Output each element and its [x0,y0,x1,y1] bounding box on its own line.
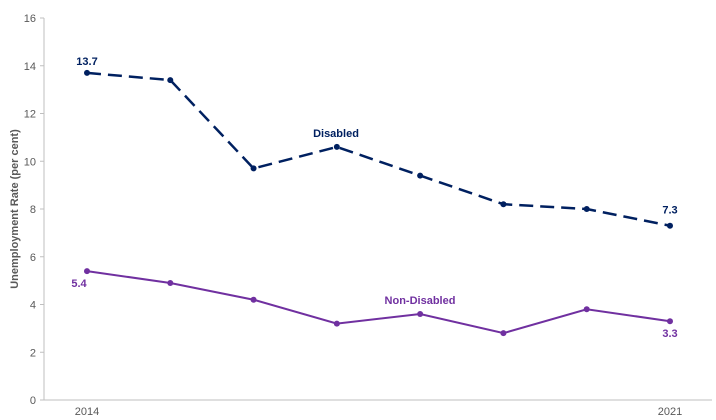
data-point [84,69,90,76]
data-point [500,201,507,208]
data-point [250,296,257,303]
data-point [333,320,340,327]
y-tick-label: 0 [30,395,36,407]
series-non-disabled: Non-Disabled 5.4 3.3 [71,268,678,340]
y-tick-label: 8 [30,204,36,216]
y-axis: 0 2 4 6 8 10 12 14 16 [24,13,45,407]
data-point [583,306,590,313]
data-point [167,280,174,287]
x-tick-label: 2014 [75,406,99,418]
data-point [250,165,257,172]
data-point [417,172,424,179]
x-axis: 2014 2021 [44,399,712,418]
y-tick-label: 6 [30,252,36,264]
series-disabled: Disabled 13.7 7.3 [76,56,678,229]
data-point [667,318,673,325]
series-line [86,270,671,335]
data-point [417,311,424,318]
data-point [583,206,590,212]
y-tick-label: 4 [30,300,36,312]
data-point [500,330,507,337]
y-tick-label: 16 [24,13,36,25]
x-tick-label: 2021 [658,406,682,418]
y-tick-label: 14 [24,61,36,73]
series-layer: Disabled 13.7 7.3 Non-Disabled 5.4 3.3 [71,56,677,340]
data-label: 7.3 [662,205,677,217]
data-point [333,143,340,150]
series-label: Disabled [313,128,359,140]
series-line [86,71,671,227]
y-tick-label: 2 [30,347,36,359]
series-label: Non-Disabled [385,295,456,307]
data-point [167,77,174,84]
data-label: 3.3 [662,328,677,340]
data-point [84,268,90,275]
data-label: 5.4 [71,278,87,290]
data-label: 13.7 [76,56,97,68]
y-tick-label: 12 [24,109,36,121]
y-axis-title: Unemployment Rate (per cent) [9,129,21,289]
data-point [667,222,673,229]
y-tick-label: 10 [24,156,36,168]
